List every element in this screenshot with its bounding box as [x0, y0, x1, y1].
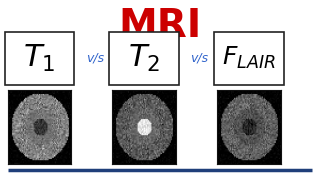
- Text: v/s: v/s: [86, 52, 104, 65]
- Text: $F_{LAIR}$: $F_{LAIR}$: [222, 45, 276, 71]
- FancyBboxPatch shape: [4, 31, 74, 85]
- Text: $T_2$: $T_2$: [128, 42, 160, 74]
- Text: $T_1$: $T_1$: [23, 42, 56, 74]
- Text: MRI: MRI: [118, 7, 202, 45]
- Text: v/s: v/s: [191, 52, 209, 65]
- FancyBboxPatch shape: [109, 31, 179, 85]
- FancyBboxPatch shape: [214, 31, 284, 85]
